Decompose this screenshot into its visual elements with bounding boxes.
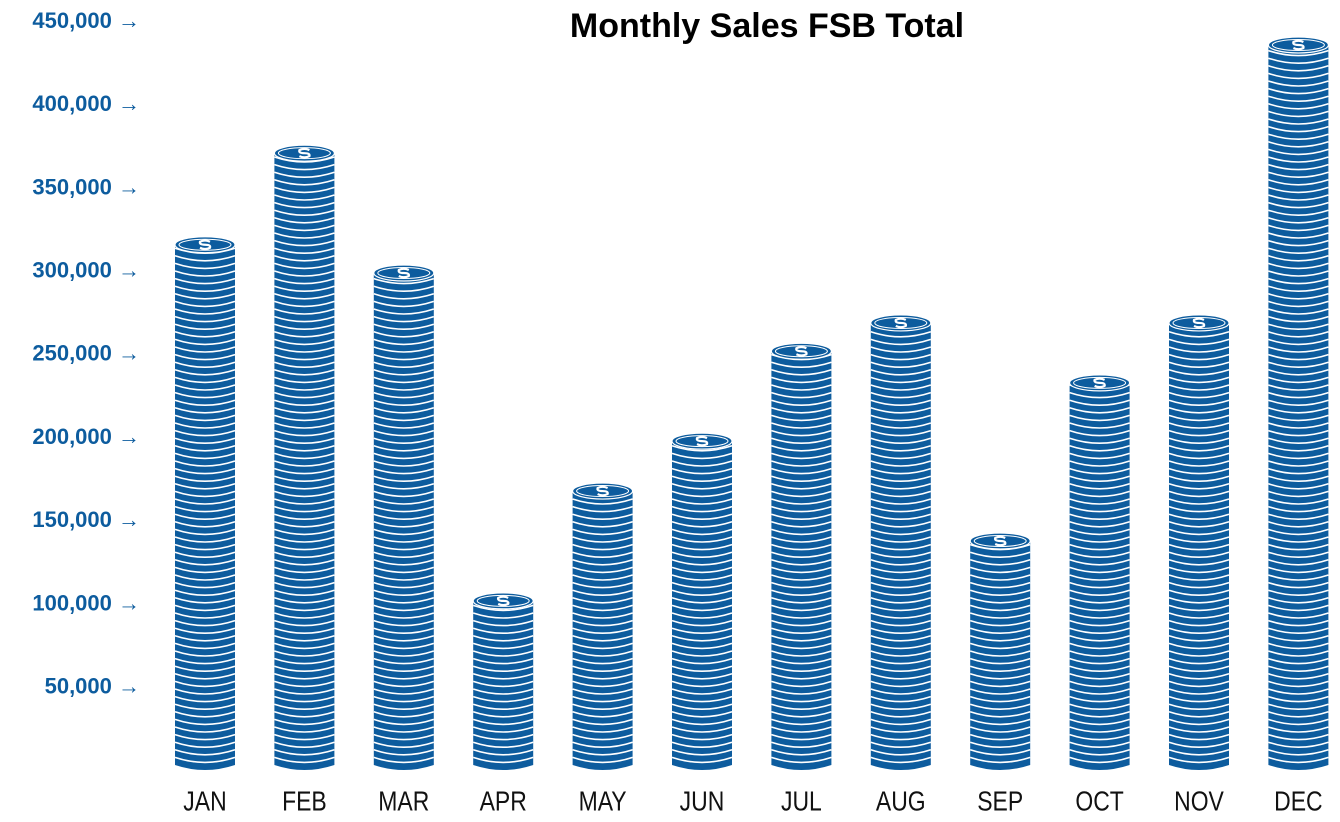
y-tick-label: 100,000 → [32, 590, 140, 615]
y-tick-label: 300,000 → [32, 257, 140, 282]
coin-stack [871, 315, 931, 770]
x-tick-label: MAY [579, 786, 627, 817]
coin-stack [1070, 375, 1130, 770]
y-tick-label: 400,000 → [32, 91, 140, 116]
coin-stack [1268, 37, 1328, 770]
coin-stack [573, 483, 633, 770]
coin-stack [672, 433, 732, 770]
coin-stack [274, 145, 334, 770]
stack-body [374, 273, 434, 770]
x-tick-label: JUN [680, 786, 725, 817]
coin-stack [175, 237, 235, 770]
page: {"chart_data": {"type": "coin-stack", "t… [0, 0, 1340, 822]
x-tick-label: SEP [977, 786, 1023, 817]
y-tick-label: 250,000 → [32, 341, 140, 366]
coin-stack [1169, 315, 1229, 770]
x-tick-label: APR [480, 786, 527, 817]
chart: Monthly Sales FSB Total 50,000 → 100,000 … [0, 0, 1340, 822]
x-tick-label: JUL [781, 786, 822, 817]
coin-stack [473, 593, 533, 770]
stack-body [672, 441, 732, 770]
y-tick-label: 50,000 → [45, 674, 140, 699]
x-tick-label: NOV [1174, 786, 1224, 817]
y-tick-label: 150,000 → [32, 507, 140, 532]
coin-stack [771, 343, 831, 770]
coin-stack [970, 533, 1030, 770]
y-tick-label: 200,000 → [32, 424, 140, 449]
x-tick-label: JAN [183, 786, 226, 817]
x-tick-label: MAR [378, 786, 429, 817]
x-tick-label: DEC [1274, 786, 1322, 817]
y-tick-label: 450,000 → [32, 8, 140, 33]
chart-title: Monthly Sales FSB Total [570, 7, 964, 45]
x-tick-label: FEB [282, 786, 327, 817]
coin-stack [374, 265, 434, 770]
x-tick-label: OCT [1075, 786, 1124, 817]
y-tick-label: 350,000 → [32, 174, 140, 199]
x-tick-label: AUG [876, 786, 926, 817]
